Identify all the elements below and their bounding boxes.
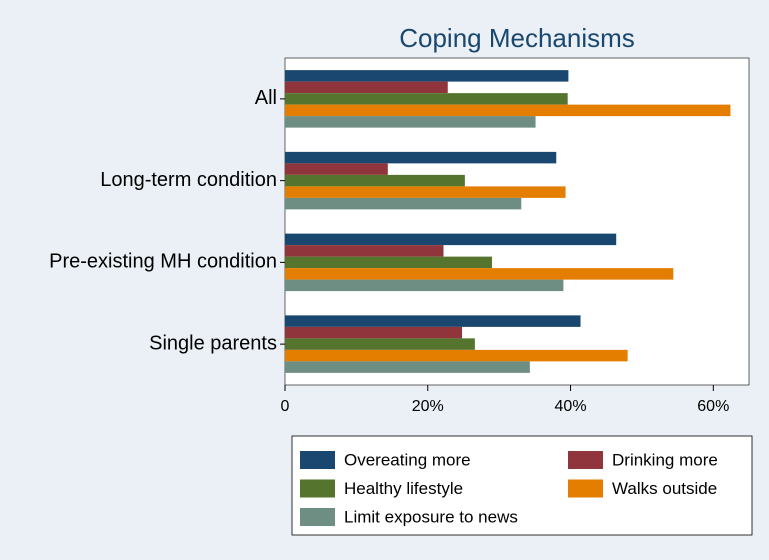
bar [285,268,674,280]
legend-label: Walks outside [612,479,717,498]
legend-label: Healthy lifestyle [344,479,463,498]
bar [285,70,569,82]
bar [285,174,465,187]
bar [285,315,581,327]
bar [285,93,568,105]
x-tick-label: 60% [697,398,729,415]
legend-label: Drinking more [612,450,718,469]
bar [285,197,522,210]
legend-label: Limit exposure to news [344,507,518,526]
bar [285,104,731,117]
legend-box [291,435,753,536]
bar [285,116,536,128]
bar [285,256,493,269]
bar [285,326,463,339]
bar [285,163,388,175]
x-tick-label: 20% [412,398,444,415]
y-tick-label: Long-term condition [100,169,277,191]
x-tick-label: 40% [555,398,587,415]
legend-swatch [568,479,603,498]
bar [285,245,444,257]
legend-label: Overeating more [344,450,471,469]
bar [285,233,617,246]
bar [285,186,566,198]
y-tick-label: All [255,87,277,109]
bar [285,151,557,164]
chart-title: Coping Mechanisms [399,23,635,53]
bar [285,361,530,373]
bar [285,349,628,362]
legend-swatch [568,451,603,469]
x-tick-label: 0 [281,398,290,415]
legend-swatch [300,451,335,469]
bar [285,279,564,292]
legend-swatch [300,508,335,526]
bar [285,338,475,350]
y-tick-label: Pre-existing MH condition [49,251,277,273]
bar [285,81,448,94]
legend-swatch [300,479,335,498]
y-tick-label: Single parents [149,332,277,354]
